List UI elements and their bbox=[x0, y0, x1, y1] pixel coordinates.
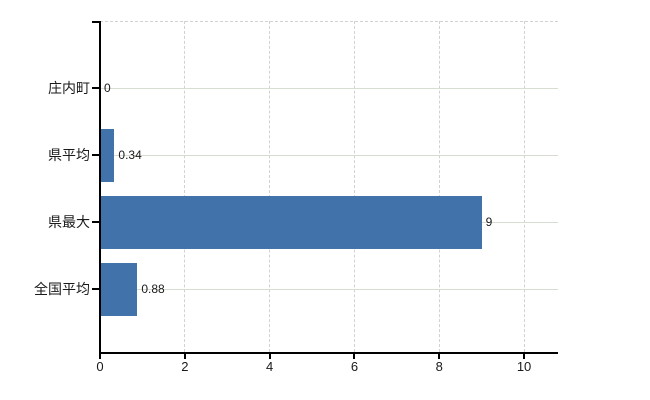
value-label: 0 bbox=[104, 81, 111, 95]
gridline-horizontal bbox=[100, 288, 558, 290]
x-tick bbox=[438, 353, 441, 359]
x-tick bbox=[353, 353, 356, 359]
y-tick bbox=[92, 221, 100, 223]
bar bbox=[100, 195, 482, 249]
x-tick-label: 8 bbox=[435, 359, 443, 374]
x-tick bbox=[523, 353, 526, 359]
x-tick bbox=[268, 353, 271, 359]
y-tick bbox=[92, 288, 100, 290]
x-tick bbox=[99, 353, 101, 359]
gridline-horizontal bbox=[100, 87, 558, 89]
gridline-vertical bbox=[269, 21, 271, 352]
x-tick-label: 0 bbox=[96, 359, 104, 374]
gridline-horizontal bbox=[100, 154, 558, 156]
plot-area: 0 0.34 9 0.88 bbox=[100, 21, 558, 352]
y-axis-end-tick bbox=[92, 21, 100, 23]
bar bbox=[100, 262, 138, 316]
x-tick-label: 10 bbox=[516, 359, 532, 374]
category-label: 県平均 bbox=[48, 147, 90, 163]
x-axis-line bbox=[99, 352, 558, 354]
x-tick-label: 2 bbox=[181, 359, 189, 374]
x-tick-label: 6 bbox=[350, 359, 359, 374]
gridline-vertical bbox=[438, 21, 440, 352]
value-label: 0.88 bbox=[141, 282, 165, 296]
bar bbox=[100, 128, 115, 182]
category-label: 全国平均 bbox=[34, 281, 90, 297]
gridline-vertical bbox=[353, 21, 355, 352]
category-label: 庄内町 bbox=[48, 80, 90, 96]
x-tick bbox=[183, 353, 186, 359]
y-tick bbox=[92, 154, 100, 156]
y-tick bbox=[92, 87, 100, 89]
x-tick-label: 4 bbox=[266, 359, 274, 374]
y-axis-line bbox=[99, 21, 101, 352]
gridline-vertical bbox=[184, 21, 186, 352]
category-label: 県最大 bbox=[48, 214, 90, 230]
gridline-vertical bbox=[523, 21, 525, 352]
value-label: 9 bbox=[485, 215, 493, 229]
plot-top-border bbox=[100, 21, 558, 22]
value-label: 0.34 bbox=[118, 148, 142, 162]
